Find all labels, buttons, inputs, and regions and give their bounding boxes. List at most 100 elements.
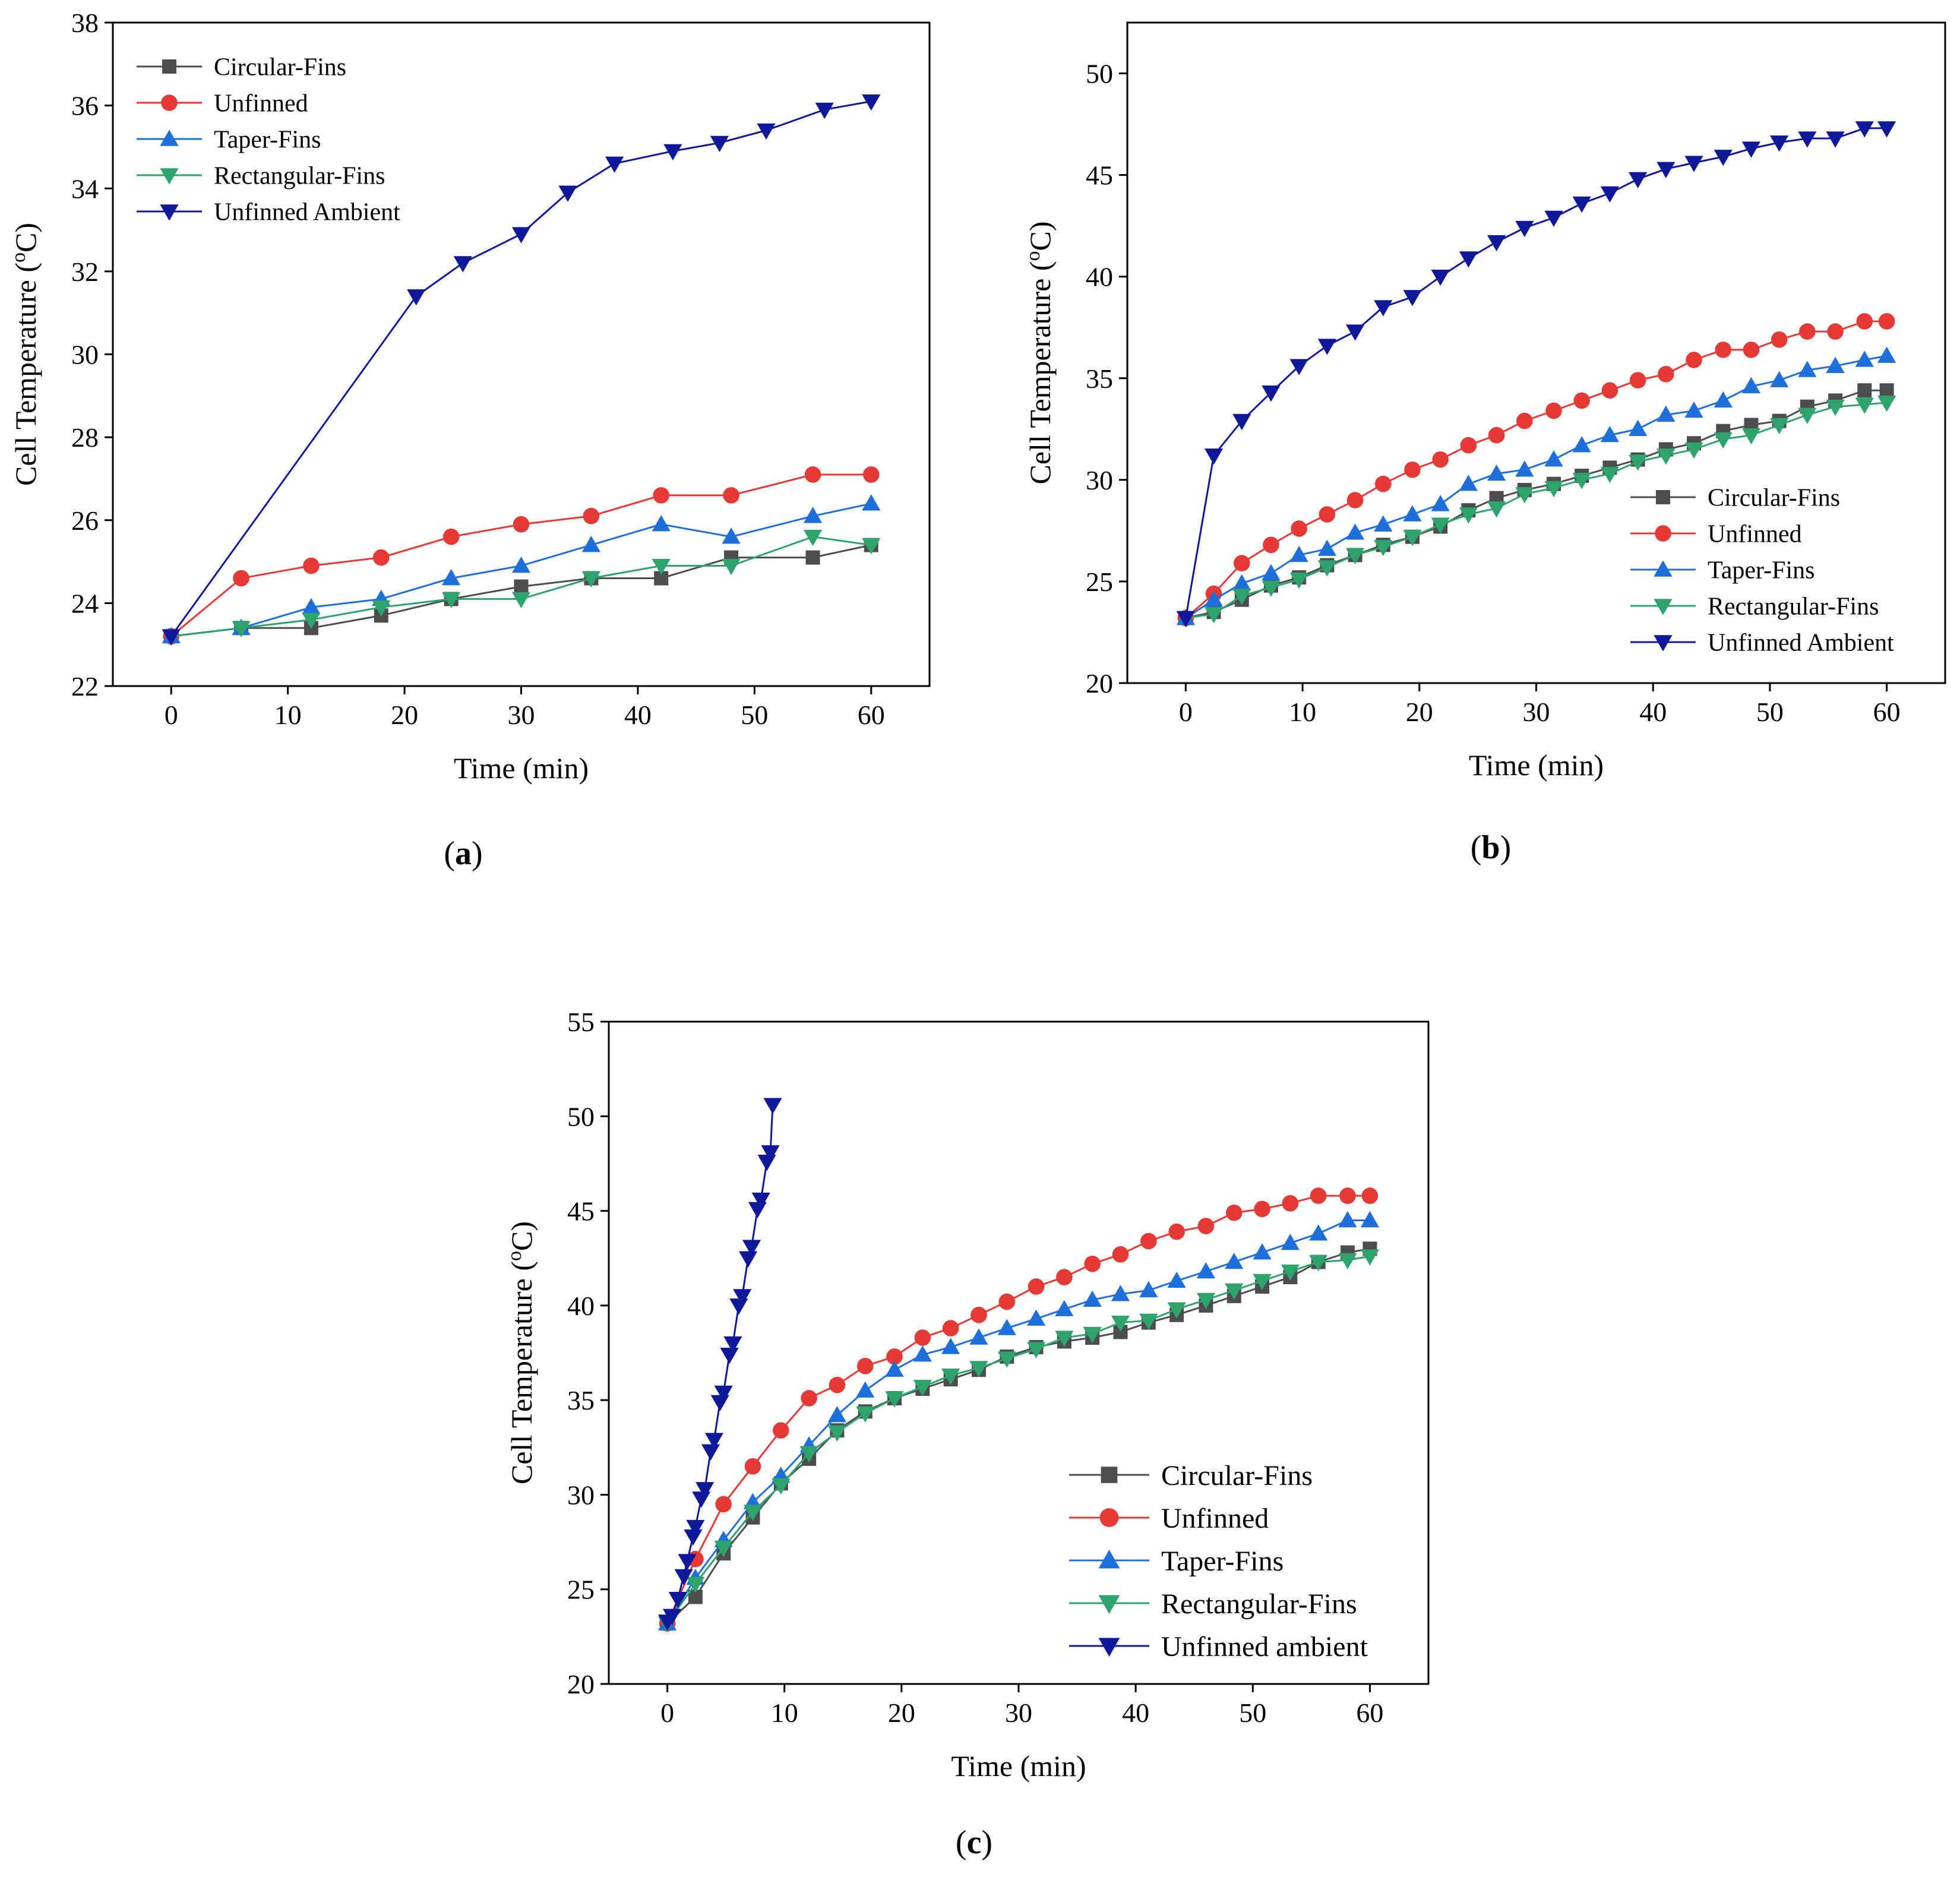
x-tick-label: 50 [1756,697,1784,727]
data-point [1403,290,1422,306]
data-point [1629,172,1648,189]
data-point [1572,473,1591,489]
data-point [1111,1285,1130,1301]
data-point [1684,156,1703,172]
data-point [581,536,600,552]
data-point [1877,396,1896,412]
data-point [1431,269,1450,286]
legend-label: Taper-Fins [1708,557,1815,584]
y-tick-label: 55 [567,1007,595,1037]
data-point [1714,391,1733,408]
data-point [1111,1315,1130,1332]
legend-marker [1098,1550,1120,1569]
data-point [372,600,391,617]
data-point [913,1345,932,1362]
data-point [1196,1262,1216,1279]
data-point [407,289,426,306]
data-point [772,1478,791,1495]
chart-panel-c: 0 10 20 30 40 50 60 20 25 30 35 40 45 50 55 Time (min) C… [504,1007,1430,1861]
data-point [1515,487,1534,504]
x-tick-label: 0 [165,700,178,730]
y-axis-title: Cell Temperature (oC) [504,1221,538,1484]
data-point [1083,1290,1102,1307]
series-unfinned-ambient [162,94,881,646]
x-tick-label: 40 [1639,697,1667,727]
legend-label: Unfinned Ambient [214,199,400,226]
data-point [1282,1195,1299,1212]
x-tick-label: 10 [771,1698,798,1728]
data-point [1799,323,1816,340]
data-point [1487,501,1506,518]
data-point [1798,407,1817,424]
data-point [1488,426,1505,444]
series-rectangular-fins [657,1249,1380,1633]
data-point [605,156,624,173]
data-point [1656,162,1676,178]
data-point [1741,141,1761,158]
data-point [803,529,823,546]
legend-marker [160,129,179,146]
data-point [804,466,821,483]
y-tick-label: 30 [567,1480,595,1510]
data-point [885,1360,904,1377]
legend-marker [1655,525,1671,542]
x-tick-label: 40 [624,700,652,730]
y-tick-label: 24 [71,588,99,618]
data-point [1404,461,1421,478]
data-point [1658,366,1674,383]
y-axis-title: Cell Temperature (oC) [8,223,42,486]
y-tick-label: 40 [1086,262,1113,292]
data-point [763,1098,782,1114]
data-point [1798,361,1817,377]
data-point [1225,1204,1243,1221]
data-point [1515,460,1534,477]
data-point [1232,413,1251,431]
data-point [1487,235,1506,252]
data-point [1877,121,1896,138]
data-point [1656,405,1676,422]
legend-label: Unfinned [1708,521,1802,548]
x-tick-label: 10 [1289,697,1316,727]
data-point [1826,131,1845,148]
data-point [1263,536,1279,554]
data-point [1798,131,1817,148]
y-tick-label: 20 [567,1669,595,1699]
data-point [1232,589,1251,605]
legend-item: Circular-Fins [1630,485,1840,512]
y-tick-label: 50 [567,1101,595,1132]
data-point [1289,359,1308,375]
data-point [701,1444,720,1461]
data-point [302,612,321,629]
data-point [1289,572,1308,589]
data-point [914,1329,931,1346]
data-point [827,1406,847,1423]
data-point [1403,529,1422,546]
x-tick-label: 20 [391,700,418,730]
data-point [1714,150,1733,166]
data-point [1770,371,1789,387]
data-point [1317,560,1336,577]
data-point [674,1569,693,1586]
data-point [1656,448,1676,465]
data-point [513,516,530,533]
data-point [1572,436,1591,453]
y-tick-label: 45 [567,1196,595,1227]
data-point [1026,1342,1046,1358]
data-point [1310,1187,1327,1204]
data-point [583,507,600,524]
data-point [1374,515,1393,532]
data-point [1225,1252,1244,1269]
data-point [1741,428,1761,445]
legend: Circular-Fins Unfinned Taper-Fins Rectangul… [1630,485,1894,657]
data-point [720,1347,739,1364]
data-point [1544,450,1563,467]
data-point [1225,1283,1244,1300]
data-point [862,494,881,511]
data-point [1262,580,1281,597]
data-point [1139,1281,1158,1298]
data-point [1573,392,1591,409]
x-tick-label: 30 [1005,1698,1032,1728]
legend-item: Rectangular-Fins [1630,593,1879,621]
data-point [1600,425,1620,443]
data-point [1629,419,1648,437]
